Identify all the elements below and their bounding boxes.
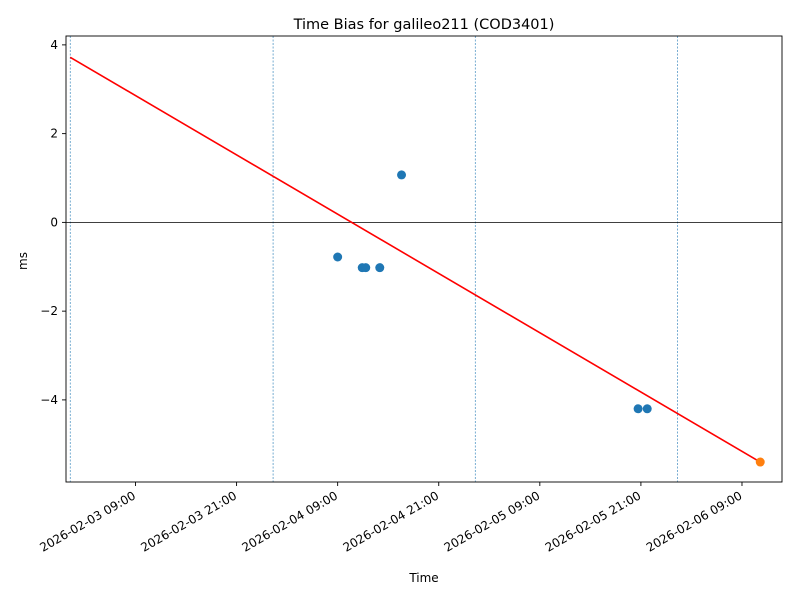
y-tick-label: −2 [40,304,58,318]
y-axis-label: ms [16,252,30,270]
chart-title: Time Bias for galileo211 (COD3401) [293,17,555,33]
x-axis-label: Time [408,571,438,585]
plot-frame [65,35,783,483]
data-point [375,263,385,273]
series-layer [69,56,765,467]
y-tick-label: 4 [50,38,58,52]
y-axis-ticks: −4 −2 0 2 4 [40,38,66,407]
fit-line [69,56,761,463]
data-point [755,457,765,467]
data-point [333,252,343,262]
vertical-reference-lines [69,36,678,482]
y-tick-label: −4 [40,393,58,407]
data-point [633,404,643,414]
data-point [397,170,407,180]
y-tick-label: 2 [50,127,58,141]
data-point [361,263,371,273]
y-tick-label: 0 [50,215,58,229]
data-point [642,404,652,414]
